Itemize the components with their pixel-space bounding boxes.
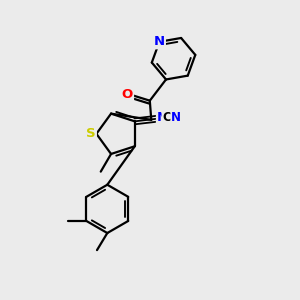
Text: N: N (171, 111, 181, 124)
Text: C: C (162, 111, 171, 124)
Text: H: H (168, 114, 177, 124)
Text: O: O (122, 88, 133, 101)
Text: N: N (157, 111, 168, 124)
Text: N: N (154, 35, 165, 48)
Text: S: S (86, 127, 96, 140)
